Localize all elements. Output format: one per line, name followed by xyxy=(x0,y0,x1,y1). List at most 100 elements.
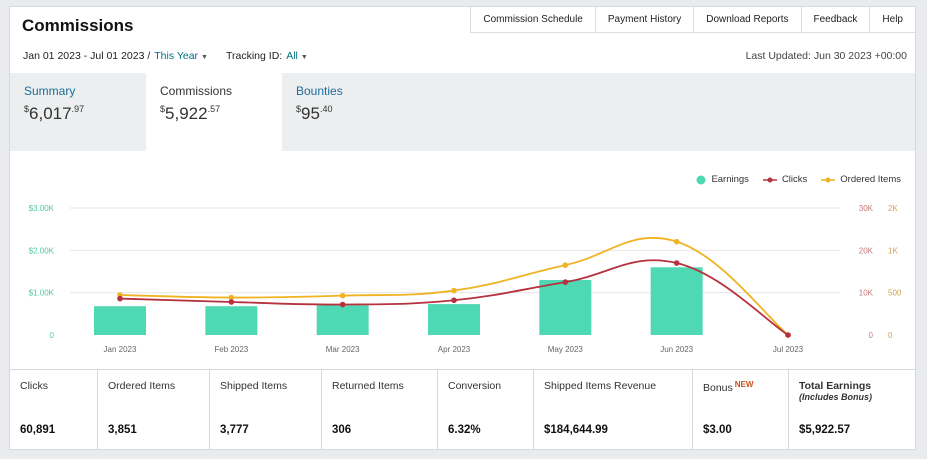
commissions-panel: Commissions Commission Schedule Payment … xyxy=(9,6,916,450)
feedback-link[interactable]: Feedback xyxy=(801,7,871,33)
tab-summary-amount: $6,017.97 xyxy=(24,104,85,123)
ordered-items-point xyxy=(339,292,346,299)
chevron-down-icon: ▼ xyxy=(300,54,308,61)
right-axis-ordered-tick: 2K xyxy=(888,204,898,213)
stat-shipped-revenue: Shipped Items Revenue $184,644.99 xyxy=(534,370,693,449)
filters-bar: Jan 01 2023 - Jul 01 2023 / This Year ▼ T… xyxy=(23,50,308,62)
ordered-items-point xyxy=(451,287,457,294)
stat-returned-items-value: 306 xyxy=(332,424,352,436)
summary-tabs: Summary $6,017.97 Commissions $5,922.57 … xyxy=(10,73,915,151)
left-axis-tick: $1.00K xyxy=(29,289,55,298)
stat-shipped-items-label: Shipped Items xyxy=(220,380,288,392)
right-axis-ordered-tick: 500 xyxy=(888,289,902,298)
stat-shipped-revenue-label: Shipped Items Revenue xyxy=(544,380,657,392)
page-title: Commissions xyxy=(22,16,134,35)
help-link[interactable]: Help xyxy=(870,7,915,33)
earnings-bar xyxy=(428,304,480,335)
right-axis-clicks-tick: 10K xyxy=(859,289,874,298)
chart-svg: 0 $1.00K $2.00K $3.00K 0 10K 20K 30K 0 500 1K 2K Jan… xyxy=(29,204,902,354)
stat-total-earnings-value: $5,922.57 xyxy=(799,424,851,436)
x-axis-tick: Feb 2023 xyxy=(214,345,248,354)
stat-returned-items: Returned Items 306 xyxy=(322,370,438,449)
clicks-point xyxy=(117,295,123,302)
payment-history-link[interactable]: Payment History xyxy=(595,7,695,33)
date-range-text: Jan 01 2023 - Jul 01 2023 / xyxy=(23,50,151,62)
ordered-items-point xyxy=(673,238,680,245)
legend-clicks[interactable]: Clicks xyxy=(762,174,808,185)
stat-shipped-revenue-value: $184,644.99 xyxy=(544,424,608,436)
right-axis-clicks-tick: 30K xyxy=(859,204,874,213)
stat-conversion: Conversion 6.32% xyxy=(438,370,534,449)
tab-commissions[interactable]: Commissions $5,922.57 xyxy=(146,73,282,151)
right-axis-ordered-tick: 0 xyxy=(888,331,893,340)
stat-ordered-items-value: 3,851 xyxy=(108,424,137,436)
legend-ordered-items[interactable]: Ordered Items xyxy=(821,174,901,185)
date-preset-dropdown[interactable]: This Year ▼ xyxy=(154,50,208,62)
stat-shipped-items: Shipped Items 3,777 xyxy=(210,370,322,449)
ordered-items-point xyxy=(562,262,569,268)
stat-total-earnings: Total Earnings (Includes Bonus) $5,922.5… xyxy=(789,370,915,449)
x-axis-tick: Jul 2023 xyxy=(773,345,804,354)
clicks-point xyxy=(785,332,791,338)
right-axis-ordered-tick: 1K xyxy=(888,246,898,255)
ordered-items-line-icon xyxy=(821,177,836,182)
stat-conversion-label: Conversion xyxy=(448,380,502,392)
chart-legend: Earnings Clicks Ordered Items xyxy=(696,174,901,185)
stat-total-earnings-sublabel: (Includes Bonus) xyxy=(799,392,873,402)
commission-schedule-link[interactable]: Commission Schedule xyxy=(471,7,596,33)
top-links: Commission Schedule Payment History Down… xyxy=(470,7,915,33)
tracking-id-value: All xyxy=(286,50,298,62)
legend-earnings[interactable]: Earnings xyxy=(696,174,749,185)
legend-earnings-label: Earnings xyxy=(711,174,749,185)
x-axis-tick: May 2023 xyxy=(548,345,584,354)
x-axis-tick: Apr 2023 xyxy=(438,345,471,354)
tab-summary[interactable]: Summary $6,017.97 xyxy=(10,73,146,151)
stat-returned-items-label: Returned Items xyxy=(332,380,404,392)
x-axis-tick: Jun 2023 xyxy=(660,345,693,354)
earnings-bar xyxy=(94,306,146,335)
tab-summary-label: Summary xyxy=(24,84,76,98)
left-axis-tick: $2.00K xyxy=(29,246,55,255)
stat-bonus-label: Bonus NEW xyxy=(703,380,754,394)
clicks-line-icon xyxy=(762,177,777,182)
stat-clicks: Clicks 60,891 xyxy=(10,370,98,449)
tracking-id-dropdown[interactable]: All ▼ xyxy=(286,50,308,62)
stat-ordered-items-label: Ordered Items xyxy=(108,380,176,392)
left-axis-tick: $3.00K xyxy=(29,204,55,213)
download-reports-link[interactable]: Download Reports xyxy=(694,7,802,33)
date-preset-label: This Year xyxy=(154,50,199,62)
stat-total-earnings-label: Total Earnings xyxy=(799,380,872,392)
clicks-point xyxy=(228,299,235,305)
tab-bounties-label: Bounties xyxy=(296,84,343,98)
x-axis-tick: Mar 2023 xyxy=(326,345,360,354)
chevron-down-icon: ▼ xyxy=(201,54,208,61)
stat-clicks-value: 60,891 xyxy=(20,424,56,436)
earnings-bar xyxy=(316,305,369,335)
left-axis-tick: 0 xyxy=(50,331,55,340)
legend-clicks-label: Clicks xyxy=(781,174,808,185)
earnings-dot-icon xyxy=(696,175,706,184)
ordered-items-point xyxy=(228,294,235,301)
stat-ordered-items: Ordered Items 3,851 xyxy=(98,370,210,449)
earnings-bar xyxy=(650,267,703,335)
stat-bonus-value: $3.00 xyxy=(703,424,732,436)
last-updated-text: Last Updated: Jun 30 2023 +00:00 xyxy=(745,50,907,62)
stats-row: Clicks 60,891 Ordered Items 3,851 Shippe… xyxy=(10,369,915,449)
commissions-chart: Earnings Clicks Ordered Items 0 $1.00K $2.… xyxy=(10,151,915,369)
tab-commissions-label: Commissions xyxy=(160,84,233,98)
clicks-point xyxy=(673,260,680,266)
new-badge: NEW xyxy=(734,380,754,389)
stat-bonus: Bonus NEW $3.00 xyxy=(693,370,789,449)
right-axis-clicks-tick: 0 xyxy=(869,331,874,340)
x-axis-tick: Jan 2023 xyxy=(104,345,137,354)
tab-commissions-amount: $5,922.57 xyxy=(160,104,221,123)
right-axis-clicks-tick: 20K xyxy=(859,246,874,255)
stat-shipped-items-value: 3,777 xyxy=(220,424,249,436)
clicks-point xyxy=(451,297,457,304)
stat-conversion-value: 6.32% xyxy=(448,424,481,436)
clicks-point xyxy=(339,301,346,308)
earnings-bar xyxy=(539,279,592,335)
earnings-bar xyxy=(205,306,258,335)
legend-ordered-items-label: Ordered Items xyxy=(840,174,901,185)
tab-bounties[interactable]: Bounties $95.40 xyxy=(282,73,418,151)
